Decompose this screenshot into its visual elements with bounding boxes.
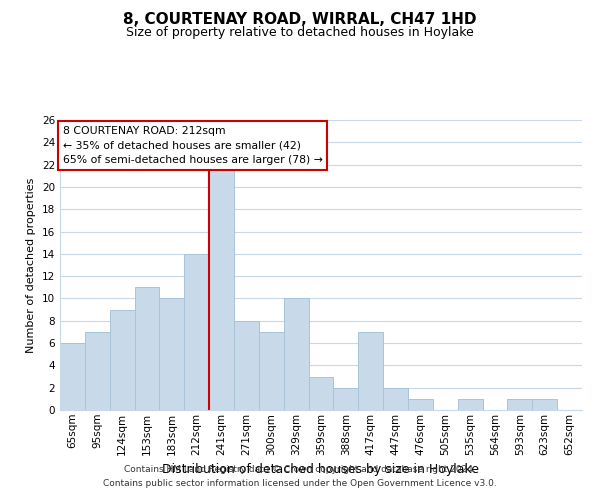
Bar bbox=[458, 399, 482, 410]
Bar bbox=[408, 399, 433, 410]
X-axis label: Distribution of detached houses by size in Hoylake: Distribution of detached houses by size … bbox=[163, 463, 479, 476]
Bar bbox=[160, 298, 184, 410]
Bar bbox=[284, 298, 308, 410]
Bar bbox=[532, 399, 557, 410]
Bar bbox=[134, 288, 160, 410]
Bar bbox=[358, 332, 383, 410]
Bar bbox=[110, 310, 134, 410]
Bar bbox=[85, 332, 110, 410]
Bar bbox=[259, 332, 284, 410]
Bar bbox=[60, 343, 85, 410]
Bar bbox=[184, 254, 209, 410]
Bar bbox=[234, 321, 259, 410]
Text: Size of property relative to detached houses in Hoylake: Size of property relative to detached ho… bbox=[126, 26, 474, 39]
Text: 8, COURTENAY ROAD, WIRRAL, CH47 1HD: 8, COURTENAY ROAD, WIRRAL, CH47 1HD bbox=[123, 12, 477, 28]
Text: 8 COURTENAY ROAD: 212sqm
← 35% of detached houses are smaller (42)
65% of semi-d: 8 COURTENAY ROAD: 212sqm ← 35% of detach… bbox=[62, 126, 322, 166]
Bar bbox=[383, 388, 408, 410]
Y-axis label: Number of detached properties: Number of detached properties bbox=[26, 178, 37, 352]
Bar bbox=[508, 399, 532, 410]
Bar bbox=[209, 164, 234, 410]
Text: Contains HM Land Registry data © Crown copyright and database right 2024.
Contai: Contains HM Land Registry data © Crown c… bbox=[103, 466, 497, 487]
Bar bbox=[308, 376, 334, 410]
Bar bbox=[334, 388, 358, 410]
